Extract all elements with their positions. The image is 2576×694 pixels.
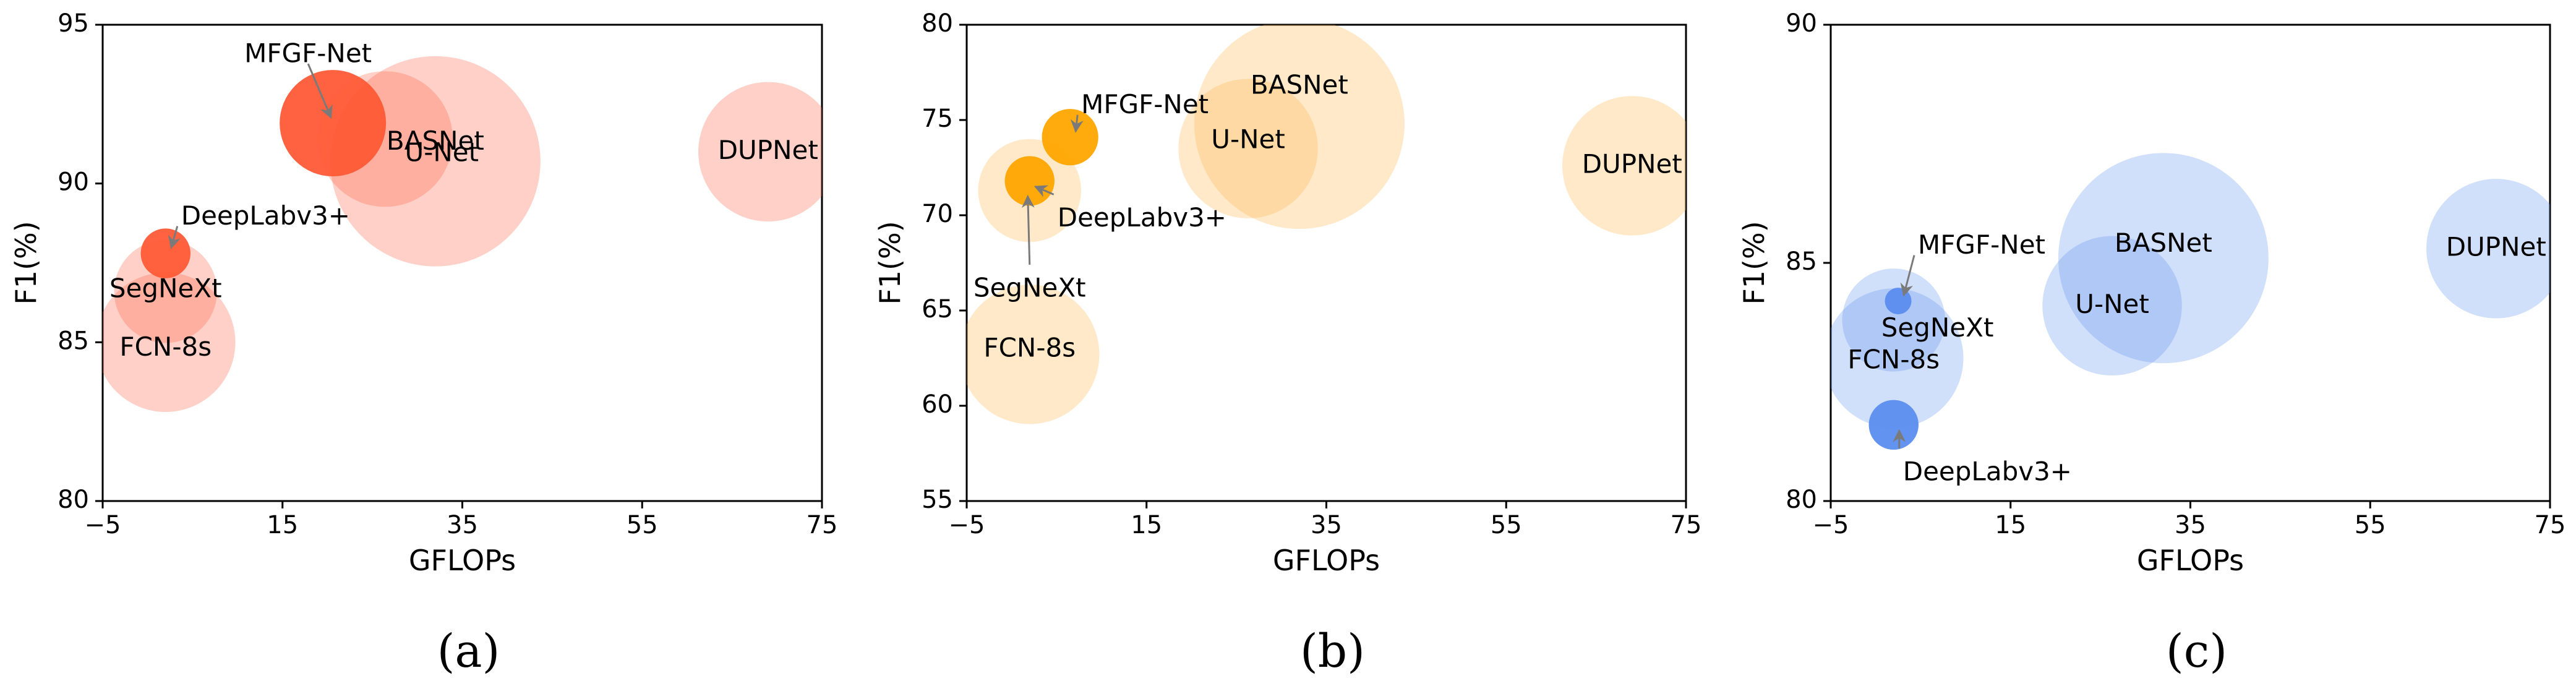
bubble-deeplabv3-	[140, 228, 190, 278]
bubble-mfgf-net	[1042, 109, 1098, 166]
x-tick-label: −5	[85, 511, 121, 539]
x-tick-label: 35	[447, 511, 478, 539]
bubble-label-dupnet: DUPNet	[718, 135, 818, 165]
x-tick-label: 55	[2355, 511, 2386, 539]
bubble-segnext	[114, 239, 218, 343]
arrow-segnext	[1021, 194, 1035, 265]
plot-area	[1829, 24, 2551, 502]
bubble-layer	[967, 25, 1686, 424]
panel-caption: (a)	[437, 625, 500, 678]
bubble-fcn-8s	[103, 272, 236, 413]
chart-panel-0: FCN-8s SegNeXt DeepLabv3+ MFGF-Net U-NetBASN…	[9, 9, 838, 678]
y-tick-label: 90	[1786, 9, 1817, 38]
bubble-u-net	[2042, 236, 2182, 376]
bubble-basnet	[2058, 153, 2269, 364]
x-axis-title: GFLOPs	[409, 544, 516, 577]
arrow-mfgf-net	[1900, 255, 1915, 297]
bubble-label-segnext: SegNeXt	[109, 273, 222, 304]
y-tick-label: 80	[58, 486, 89, 514]
bubble-basnet	[1194, 25, 1405, 229]
x-tick-label: 35	[2175, 511, 2206, 539]
bubble-label-mfgf-net: MFGF-Net	[244, 38, 372, 69]
bubble-label-u-net: U-Net	[2075, 289, 2149, 319]
bubble-label-mfgf-net: MFGF-Net	[1081, 89, 1209, 119]
x-tick-label: 55	[627, 511, 658, 539]
x-tick-label: 15	[267, 511, 298, 539]
x-tick-label: −5	[1813, 511, 1849, 539]
arrow-mfgf-net	[1070, 114, 1084, 133]
bubble-layer	[103, 56, 822, 413]
bubble-mfgf-net	[280, 70, 387, 177]
bubble-deeplabv3-	[1868, 400, 1919, 450]
plot-area	[965, 24, 1687, 502]
panel-caption: (b)	[1300, 625, 1365, 678]
x-axis-title: GFLOPs	[1273, 544, 1380, 577]
panel-caption: (c)	[2166, 625, 2227, 678]
bubble-label-fcn-8s: FCN-8s	[119, 332, 212, 362]
y-tick-label: 55	[922, 486, 953, 514]
bubble-label-dupnet: DUPNet	[1582, 148, 1682, 179]
bubble-fcn-8s	[967, 285, 1100, 424]
x-tick-label: 75	[2535, 511, 2566, 539]
arrow-deeplabv3-	[168, 226, 181, 249]
y-tick-label: 85	[1786, 247, 1817, 276]
x-tick-label: 35	[1311, 511, 1342, 539]
y-tick-label: 75	[922, 105, 953, 133]
bubble-label-segnext: SegNeXt	[1881, 312, 1994, 343]
x-tick-label: 55	[1491, 511, 1522, 539]
bubble-label-segnext: SegNeXt	[973, 272, 1086, 302]
y-tick-label: 90	[58, 168, 89, 197]
bubble-deeplabv3-	[1004, 156, 1055, 206]
bubble-dupnet	[2426, 179, 2550, 319]
x-axis-title: GFLOPs	[2137, 544, 2244, 577]
x-tick-label: 75	[1671, 511, 1702, 539]
bubble-label-deeplabv3-: DeepLabv3+	[1058, 202, 1226, 233]
arrow-mfgf-net	[307, 63, 333, 119]
bubble-label-fcn-8s: FCN-8s	[1847, 345, 1940, 375]
bubble-mfgf-net	[1885, 288, 1912, 315]
bubble-dupnet	[1562, 96, 1686, 236]
bubble-label-fcn-8s: FCN-8s	[983, 332, 1076, 362]
bubble-label-deeplabv3-: DeepLabv3+	[181, 200, 350, 231]
bubble-fcn-8s	[1831, 288, 1964, 428]
y-tick-label: 65	[922, 295, 953, 323]
bubble-u-net	[1178, 79, 1318, 218]
y-tick-label: 80	[1786, 486, 1817, 514]
bubble-label-basnet: BASNet	[2115, 228, 2212, 258]
y-tick-label: 85	[58, 327, 89, 355]
y-tick-label: 60	[922, 390, 953, 419]
y-tick-label: 70	[922, 200, 953, 228]
bubble-label-dupnet: DUPNet	[2446, 231, 2546, 262]
plot-area	[101, 24, 823, 502]
bubble-label-basnet: BASNet	[387, 126, 484, 156]
y-axis-title: F1(%)	[873, 221, 907, 304]
y-tick-label: 95	[58, 9, 89, 38]
bubble-label-mfgf-net: MFGF-Net	[1918, 229, 2045, 260]
x-tick-label: 75	[807, 511, 838, 539]
x-tick-label: 15	[1131, 511, 1162, 539]
y-axis-title: F1(%)	[9, 221, 43, 304]
x-tick-label: −5	[949, 511, 985, 539]
bubble-label-u-net: U-Net	[1211, 124, 1285, 155]
bubble-layer	[1831, 153, 2550, 450]
x-tick-label: 15	[1995, 511, 2026, 539]
bubble-dupnet	[698, 82, 822, 222]
y-tick-label: 80	[922, 9, 953, 38]
bubble-label-deeplabv3-: DeepLabv3+	[1903, 456, 2072, 486]
bubble-label-basnet: BASNet	[1251, 70, 1348, 100]
bubble-label-u-net: U-Net	[404, 137, 479, 167]
arrow-deeplabv3-	[1033, 185, 1055, 197]
y-axis-title: F1(%)	[1737, 221, 1771, 304]
bubble-segnext	[1842, 268, 1946, 372]
